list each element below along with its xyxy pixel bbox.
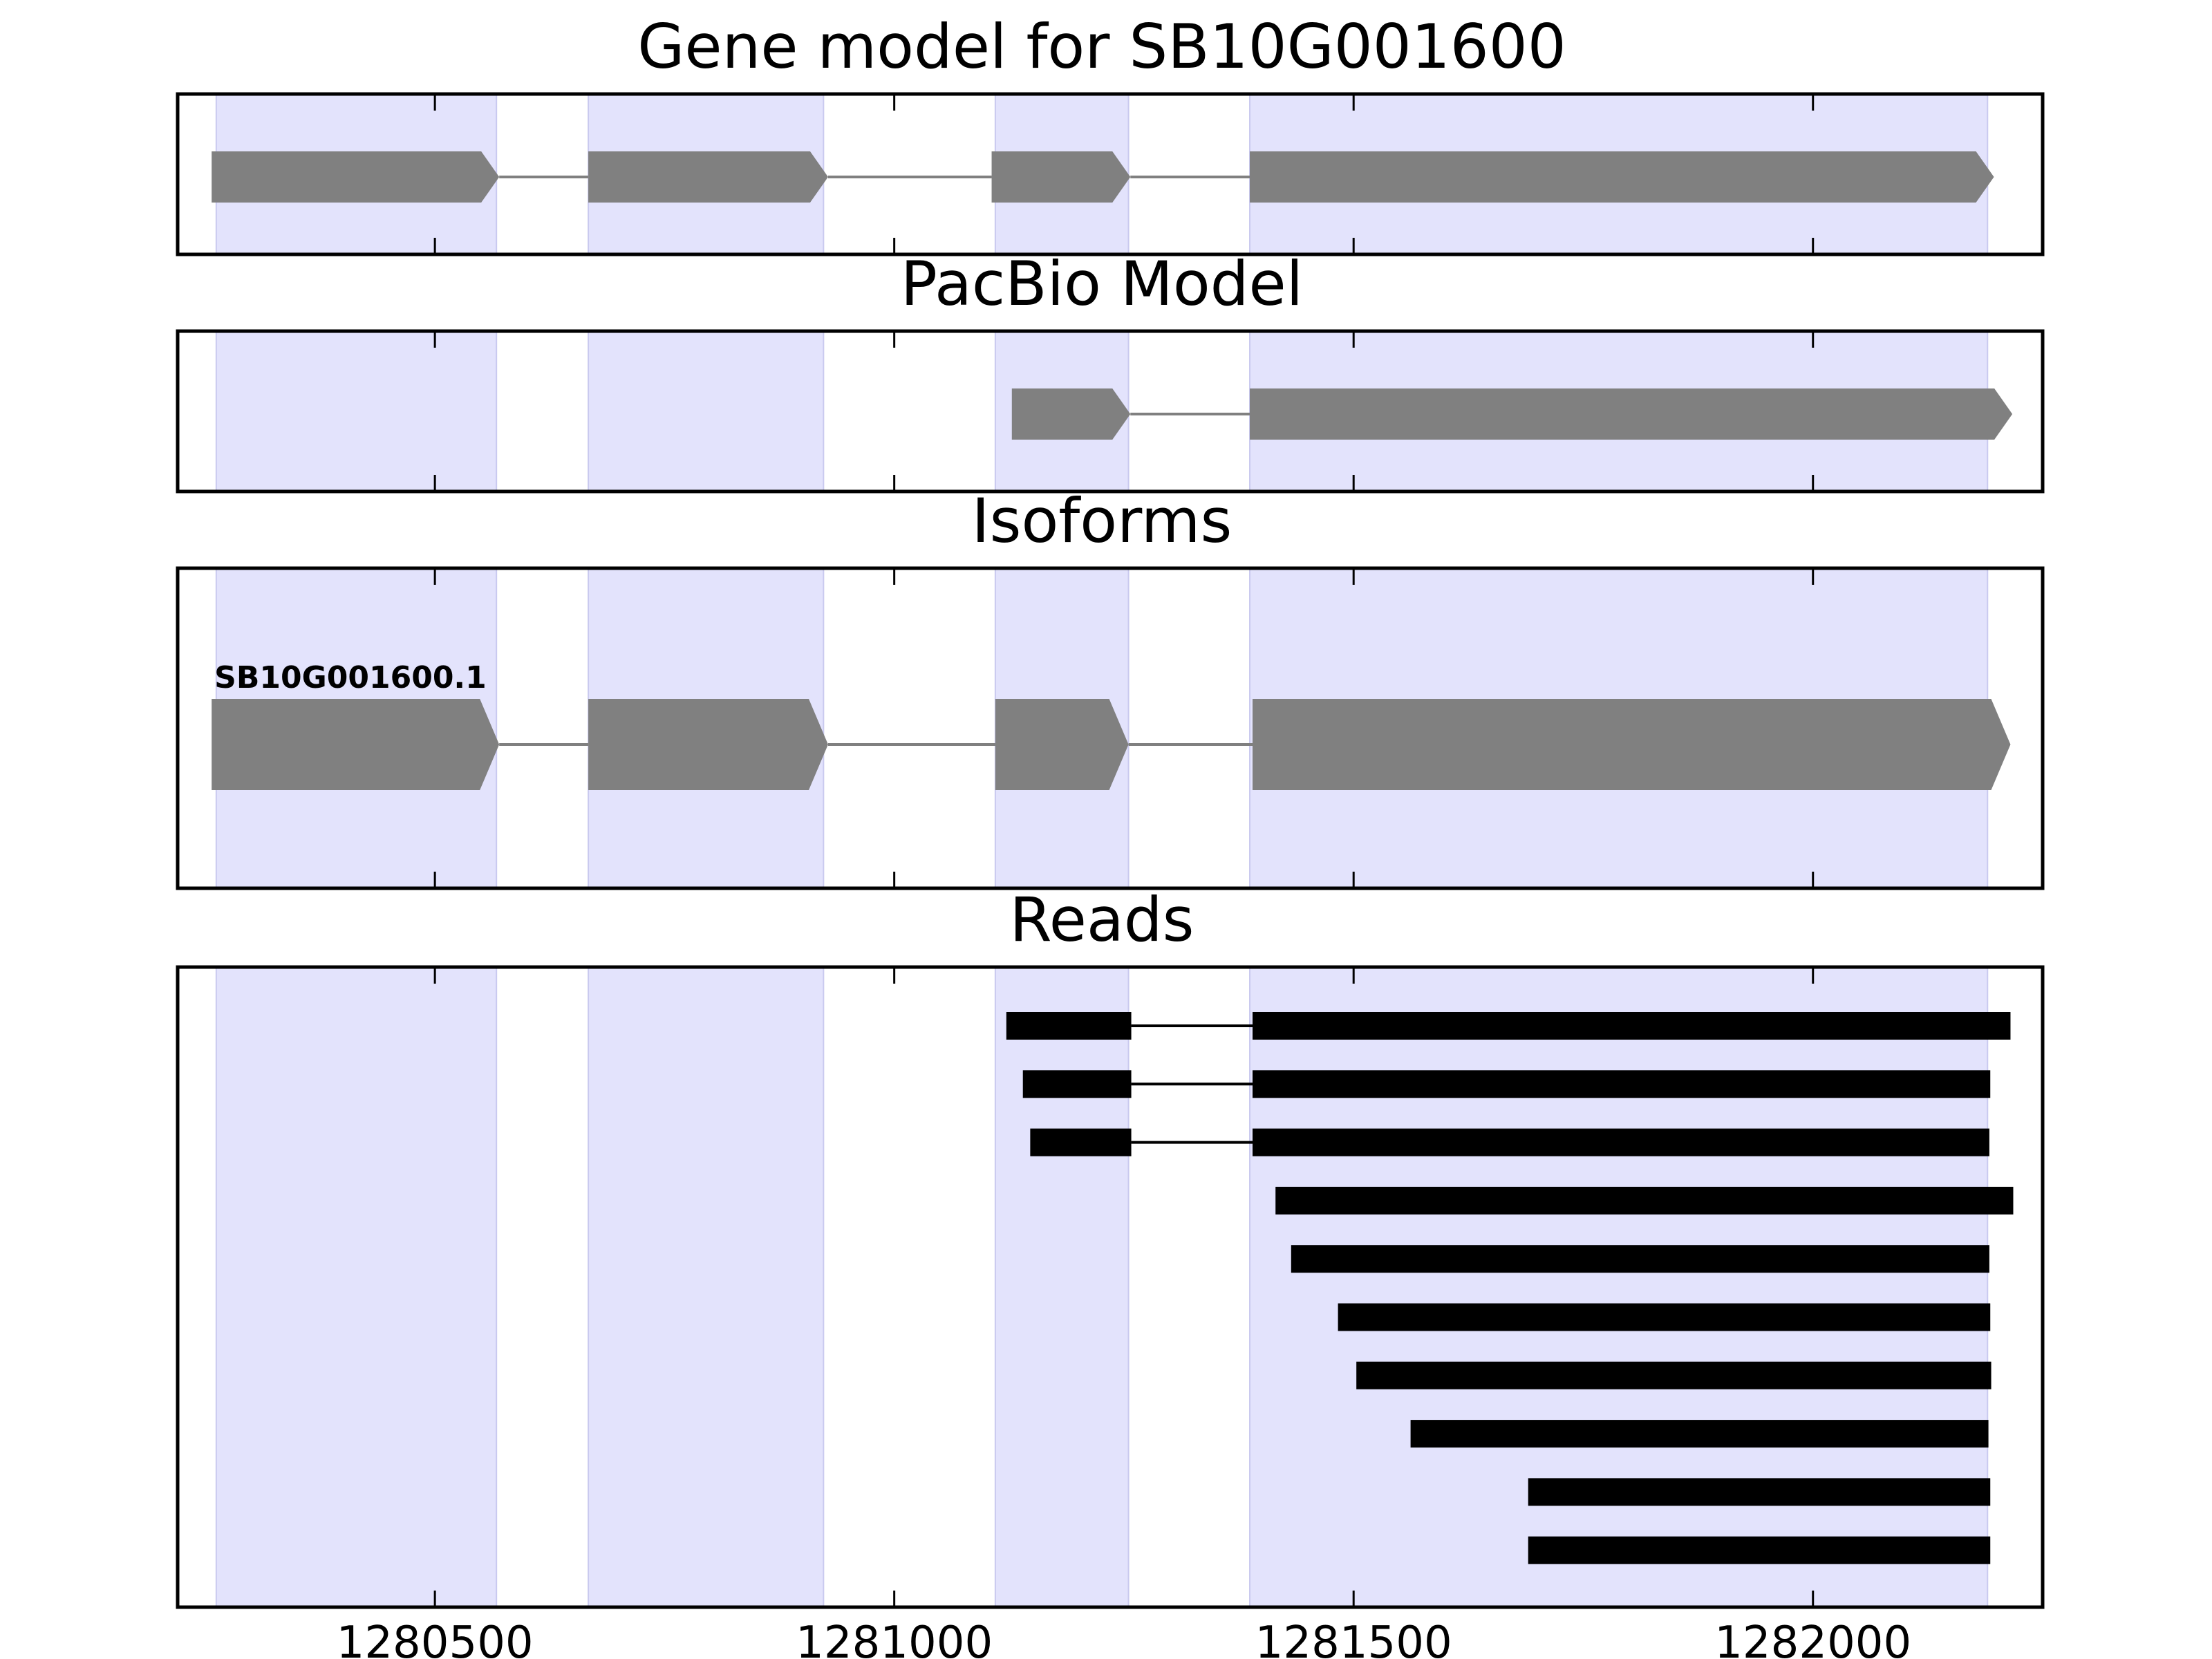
panel-title: PacBio Model (901, 248, 1303, 319)
highlight-region (588, 966, 825, 1608)
panel-title: Reads (1010, 884, 1194, 955)
x-tick-label: 1282000 (1714, 1618, 1911, 1659)
panel-frame (176, 566, 2045, 890)
read-block (1006, 1012, 1132, 1040)
exon-block (588, 699, 828, 790)
read-block (1291, 1245, 1989, 1273)
panel-title: Isoforms (972, 485, 1232, 556)
read-block (1356, 1361, 1991, 1389)
exon-block (1250, 151, 1994, 203)
x-tick-label: 1281000 (796, 1618, 993, 1659)
exon-block (991, 151, 1131, 203)
highlight-region (215, 330, 498, 492)
highlight-region (215, 966, 498, 1608)
read-block (1022, 1070, 1132, 1098)
read-block (1275, 1186, 2014, 1215)
read-block (1253, 1128, 1989, 1156)
read-block (1253, 1070, 1991, 1098)
panel-gene-0: Gene model for SB10G001600 (176, 11, 2045, 256)
exon-block (995, 699, 1129, 790)
exon-block (1011, 388, 1131, 440)
exon-block (212, 699, 500, 790)
highlight-region (588, 330, 825, 492)
exon-block (588, 151, 828, 203)
panel-frame (176, 329, 2045, 494)
read-block (1030, 1128, 1132, 1156)
exon-block (1250, 388, 2013, 440)
read-block (1338, 1303, 1991, 1331)
read-block (1253, 1012, 2011, 1040)
isoform-label: SB10G001600.1 (214, 660, 487, 695)
read-block (1528, 1536, 1991, 1564)
panel-frame (176, 965, 2045, 1609)
panel-gene-1: PacBio Model (176, 248, 2045, 494)
highlight-region (994, 966, 1130, 1608)
panel-reads-3: Reads (176, 884, 2045, 1609)
panel-frame (176, 92, 2045, 256)
highlight-region (1249, 966, 1989, 1608)
panel-title: Gene model for SB10G001600 (637, 11, 1566, 82)
exon-block (212, 151, 500, 203)
read-block (1410, 1420, 1989, 1448)
exon-block (1253, 699, 2011, 790)
panel-gene-2: SB10G001600.1 Isoforms (176, 485, 2045, 890)
read-block (1528, 1478, 1991, 1506)
x-tick-label: 1281500 (1255, 1618, 1452, 1659)
x-tick-label: 1280500 (337, 1618, 534, 1659)
